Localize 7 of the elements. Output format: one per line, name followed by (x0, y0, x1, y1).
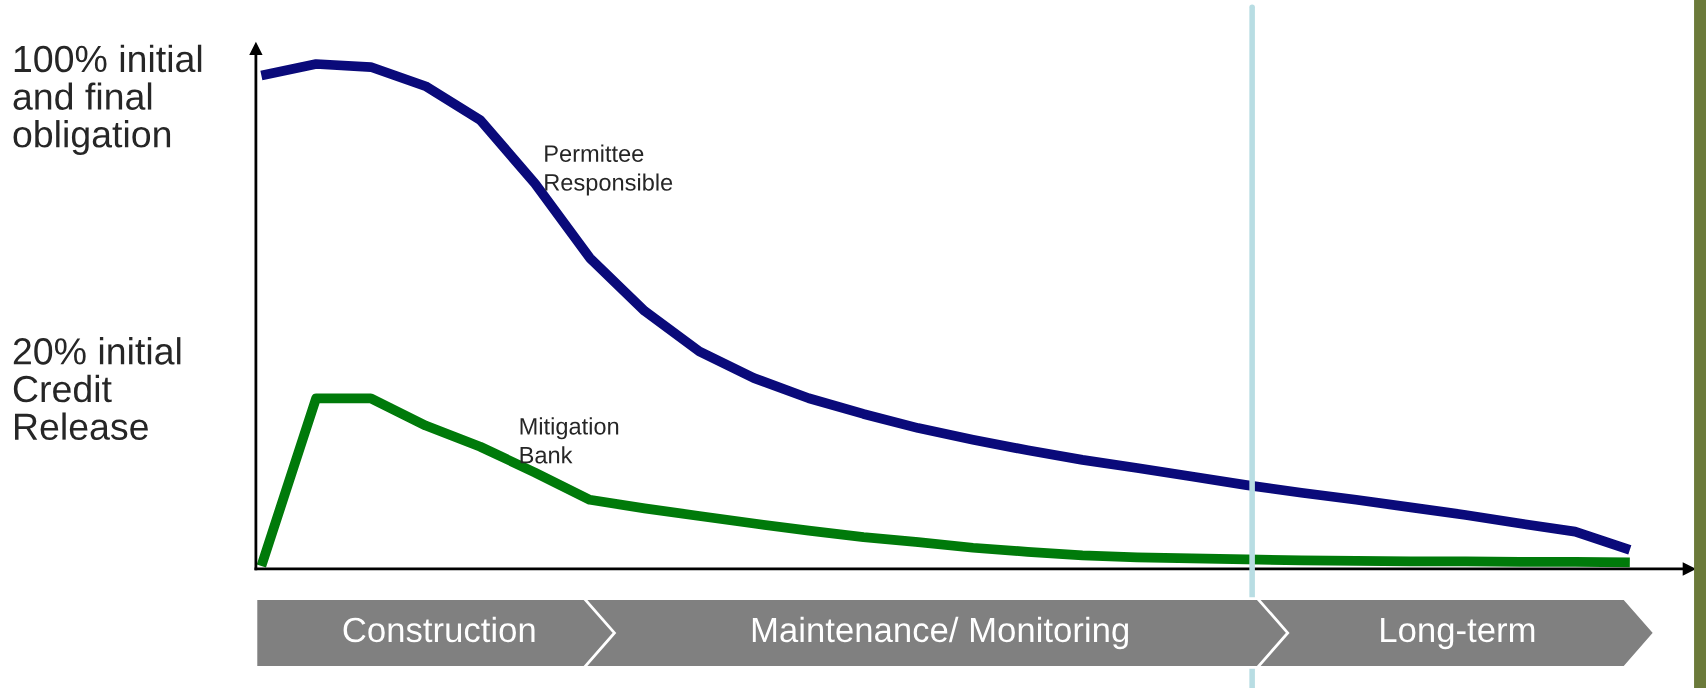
text: 100% initial and final obligation (13, 44, 202, 156)
series-label: Permittee Responsible (545, 144, 673, 196)
text: Construction (343, 616, 535, 643)
text: Long-term (1381, 618, 1535, 650)
series-label: Mitigation Bank (520, 417, 619, 464)
text: Maintenance/ Monitoring (752, 616, 1129, 650)
text: 20% initial Credit Release (13, 337, 181, 441)
